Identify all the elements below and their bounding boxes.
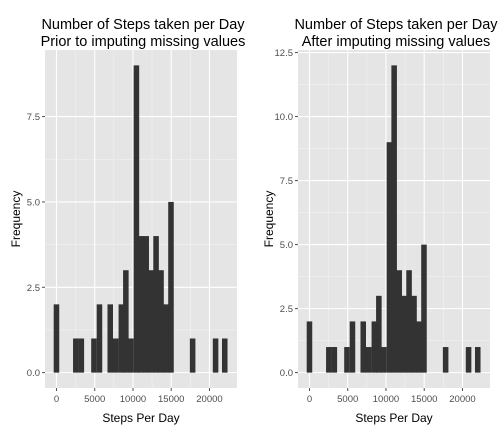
histogram-bar xyxy=(442,347,449,373)
y-tick-label: 5.0 xyxy=(27,197,40,208)
left-chart-title: Number of Steps taken per Day xyxy=(41,17,245,33)
x-tick-label: 15000 xyxy=(411,394,437,405)
histogram-bar xyxy=(78,338,85,373)
y-tick-label: 5.0 xyxy=(280,240,293,251)
histogram-bar xyxy=(148,270,154,373)
histogram-bar xyxy=(118,304,125,373)
left-chart: Number of Steps taken per Day Prior to i… xyxy=(9,17,245,425)
histogram-bar xyxy=(112,338,119,373)
x-tick-label: 10000 xyxy=(373,394,399,405)
histogram-bar xyxy=(386,142,393,373)
left-y-ticks: 0.0 2.5 5.0 7.5 xyxy=(27,112,45,379)
histogram-bar xyxy=(123,270,129,373)
histogram-bar xyxy=(416,321,422,373)
histogram-bar xyxy=(406,270,412,373)
histogram-bar xyxy=(143,236,149,373)
left-x-axis-title: Steps Per Day xyxy=(102,411,179,425)
right-chart: Number of Steps taken per Day After impu… xyxy=(262,17,498,425)
histogram-bar xyxy=(96,304,103,373)
left-y-axis-title: Frequency xyxy=(9,191,23,248)
histogram-bar xyxy=(306,321,313,373)
right-y-axis-title: Frequency xyxy=(262,191,276,248)
histogram-bar xyxy=(128,338,134,373)
histogram-bar xyxy=(53,304,60,373)
right-x-axis-title: Steps Per Day xyxy=(355,411,432,425)
y-tick-label: 0.0 xyxy=(27,368,40,379)
x-tick-label: 5000 xyxy=(84,394,105,405)
right-x-ticks: 0 5000 10000 15000 20000 xyxy=(307,388,476,405)
y-tick-label: 2.5 xyxy=(280,304,293,315)
histogram-bar xyxy=(376,295,382,373)
x-tick-label: 0 xyxy=(307,394,312,405)
histogram-bar xyxy=(153,236,159,373)
x-tick-label: 0 xyxy=(54,394,59,405)
left-chart-subtitle: Prior to imputing missing values xyxy=(41,34,246,50)
x-tick-label: 10000 xyxy=(120,394,146,405)
histogram-bar xyxy=(391,65,397,373)
histogram-bar xyxy=(474,347,481,373)
right-chart-title: Number of Steps taken per Day xyxy=(294,17,498,33)
histogram-bar xyxy=(73,338,79,373)
histogram-bar xyxy=(396,270,402,373)
histogram-bar xyxy=(168,201,174,373)
histogram-bar xyxy=(133,65,140,373)
left-x-ticks: 0 5000 10000 15000 20000 xyxy=(54,388,223,405)
histogram-bar xyxy=(381,347,387,373)
y-tick-label: 2.5 xyxy=(27,283,40,294)
histogram-bar xyxy=(465,347,472,373)
histogram-bar xyxy=(91,338,97,373)
histogram-bar xyxy=(221,338,228,373)
y-tick-label: 0.0 xyxy=(280,368,293,379)
x-tick-label: 5000 xyxy=(337,394,358,405)
histogram-bar xyxy=(411,295,417,373)
right-y-ticks: 0.0 2.5 5.0 7.5 10.0 12.5 xyxy=(275,48,298,379)
histogram-bar xyxy=(360,321,367,373)
y-tick-label: 12.5 xyxy=(275,48,294,59)
histogram-bar xyxy=(331,347,338,373)
histogram-bar xyxy=(163,304,169,373)
histogram-bar xyxy=(344,347,350,373)
histogram-bar xyxy=(371,321,378,373)
histogram-bar xyxy=(365,347,372,373)
histogram-bar xyxy=(421,244,427,373)
x-tick-label: 20000 xyxy=(449,394,475,405)
histogram-bar xyxy=(107,304,114,373)
histogram-bar xyxy=(138,236,144,373)
histogram-bar xyxy=(326,347,332,373)
histogram-bar xyxy=(212,338,219,373)
y-tick-label: 7.5 xyxy=(27,112,40,123)
left-bars xyxy=(53,65,228,373)
x-tick-label: 20000 xyxy=(196,394,222,405)
histogram-bar xyxy=(349,321,356,373)
x-tick-label: 15000 xyxy=(158,394,184,405)
y-tick-label: 7.5 xyxy=(280,176,293,187)
histogram-bar xyxy=(189,338,196,373)
y-tick-label: 10.0 xyxy=(275,112,294,123)
histogram-bar xyxy=(401,295,407,373)
right-bars xyxy=(306,65,481,373)
histogram-bar xyxy=(158,270,164,373)
right-chart-subtitle: After imputing missing values xyxy=(302,34,491,50)
